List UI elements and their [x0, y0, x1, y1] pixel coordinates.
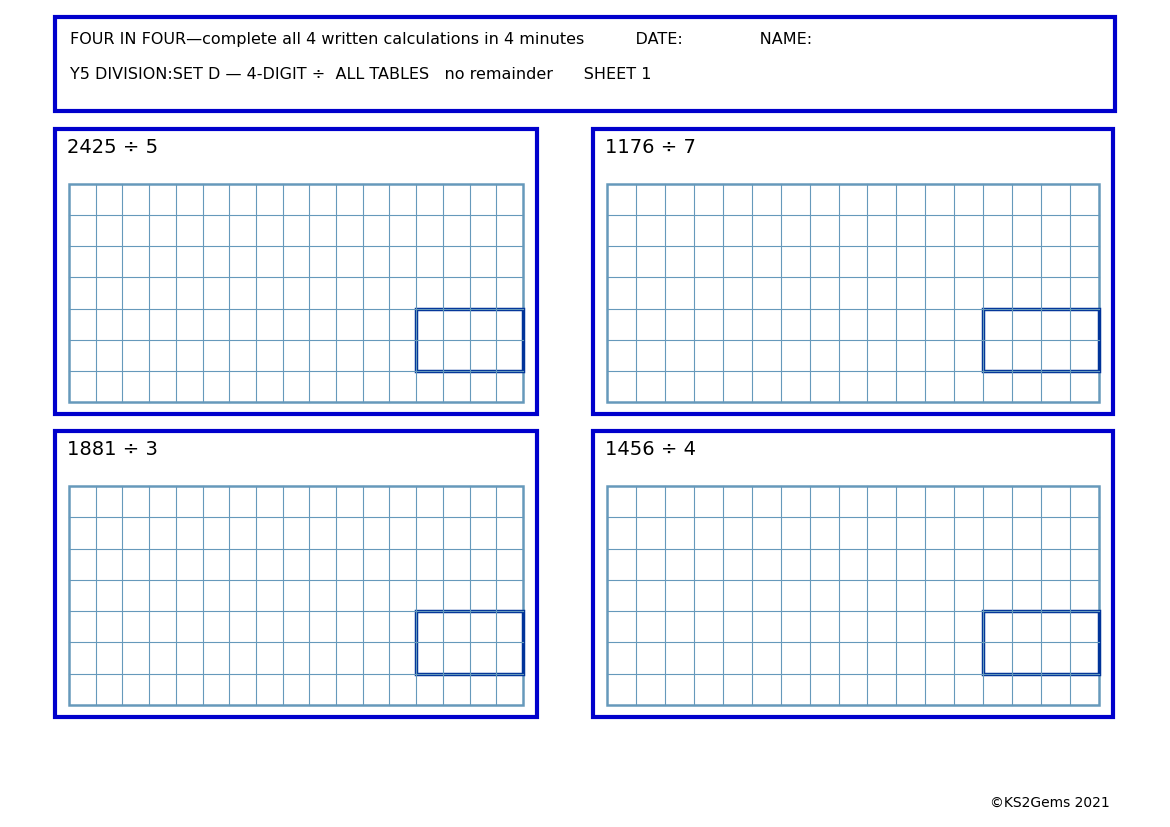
- Bar: [417, 611, 523, 674]
- Bar: [69, 184, 523, 403]
- Text: 1456 ÷ 4: 1456 ÷ 4: [605, 439, 696, 458]
- Bar: [607, 486, 1099, 705]
- Text: 2425 ÷ 5: 2425 ÷ 5: [67, 138, 158, 157]
- Text: 1176 ÷ 7: 1176 ÷ 7: [605, 138, 696, 157]
- Bar: [983, 611, 1099, 674]
- Text: FOUR IN FOUR—complete all 4 written calculations in 4 minutes          DATE:    : FOUR IN FOUR—complete all 4 written calc…: [70, 32, 812, 47]
- Bar: [55, 432, 537, 717]
- Text: Y5 DIVISION:SET D — 4-DIGIT ÷  ALL TABLES   no remainder      SHEET 1: Y5 DIVISION:SET D — 4-DIGIT ÷ ALL TABLES…: [70, 67, 652, 82]
- Bar: [417, 309, 523, 371]
- Bar: [593, 130, 1113, 414]
- Bar: [607, 184, 1099, 403]
- Text: 1881 ÷ 3: 1881 ÷ 3: [67, 439, 158, 458]
- Bar: [55, 130, 537, 414]
- Bar: [593, 432, 1113, 717]
- Bar: [55, 18, 1115, 112]
- Bar: [69, 486, 523, 705]
- Bar: [983, 309, 1099, 371]
- Text: ©KS2Gems 2021: ©KS2Gems 2021: [990, 795, 1110, 809]
